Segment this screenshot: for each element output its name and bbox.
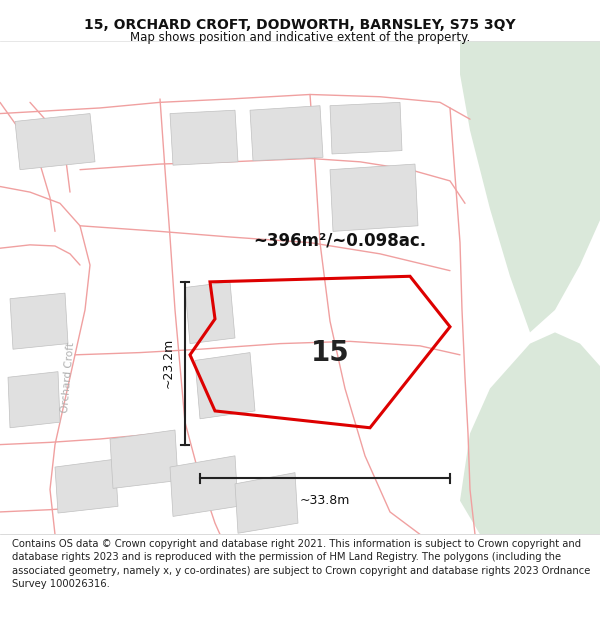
- Polygon shape: [330, 102, 402, 154]
- Text: Orchard Croft: Orchard Croft: [60, 341, 76, 413]
- Text: 15: 15: [311, 339, 349, 367]
- Text: ~23.2m: ~23.2m: [162, 338, 175, 388]
- Text: Map shows position and indicative extent of the property.: Map shows position and indicative extent…: [130, 31, 470, 44]
- Polygon shape: [460, 41, 600, 332]
- Text: ~33.8m: ~33.8m: [300, 494, 350, 507]
- Text: ~396m²/~0.098ac.: ~396m²/~0.098ac.: [253, 231, 427, 249]
- Polygon shape: [185, 282, 235, 344]
- Polygon shape: [170, 110, 238, 165]
- Polygon shape: [8, 372, 60, 428]
- Polygon shape: [235, 472, 298, 533]
- Polygon shape: [195, 352, 255, 419]
- Polygon shape: [110, 430, 178, 488]
- Polygon shape: [15, 114, 95, 169]
- Polygon shape: [55, 459, 118, 513]
- Polygon shape: [250, 106, 323, 161]
- Polygon shape: [330, 164, 418, 231]
- Text: Contains OS data © Crown copyright and database right 2021. This information is : Contains OS data © Crown copyright and d…: [12, 539, 590, 589]
- Polygon shape: [10, 293, 68, 349]
- Text: 15, ORCHARD CROFT, DODWORTH, BARNSLEY, S75 3QY: 15, ORCHARD CROFT, DODWORTH, BARNSLEY, S…: [84, 18, 516, 32]
- Polygon shape: [460, 332, 600, 534]
- Polygon shape: [170, 456, 238, 516]
